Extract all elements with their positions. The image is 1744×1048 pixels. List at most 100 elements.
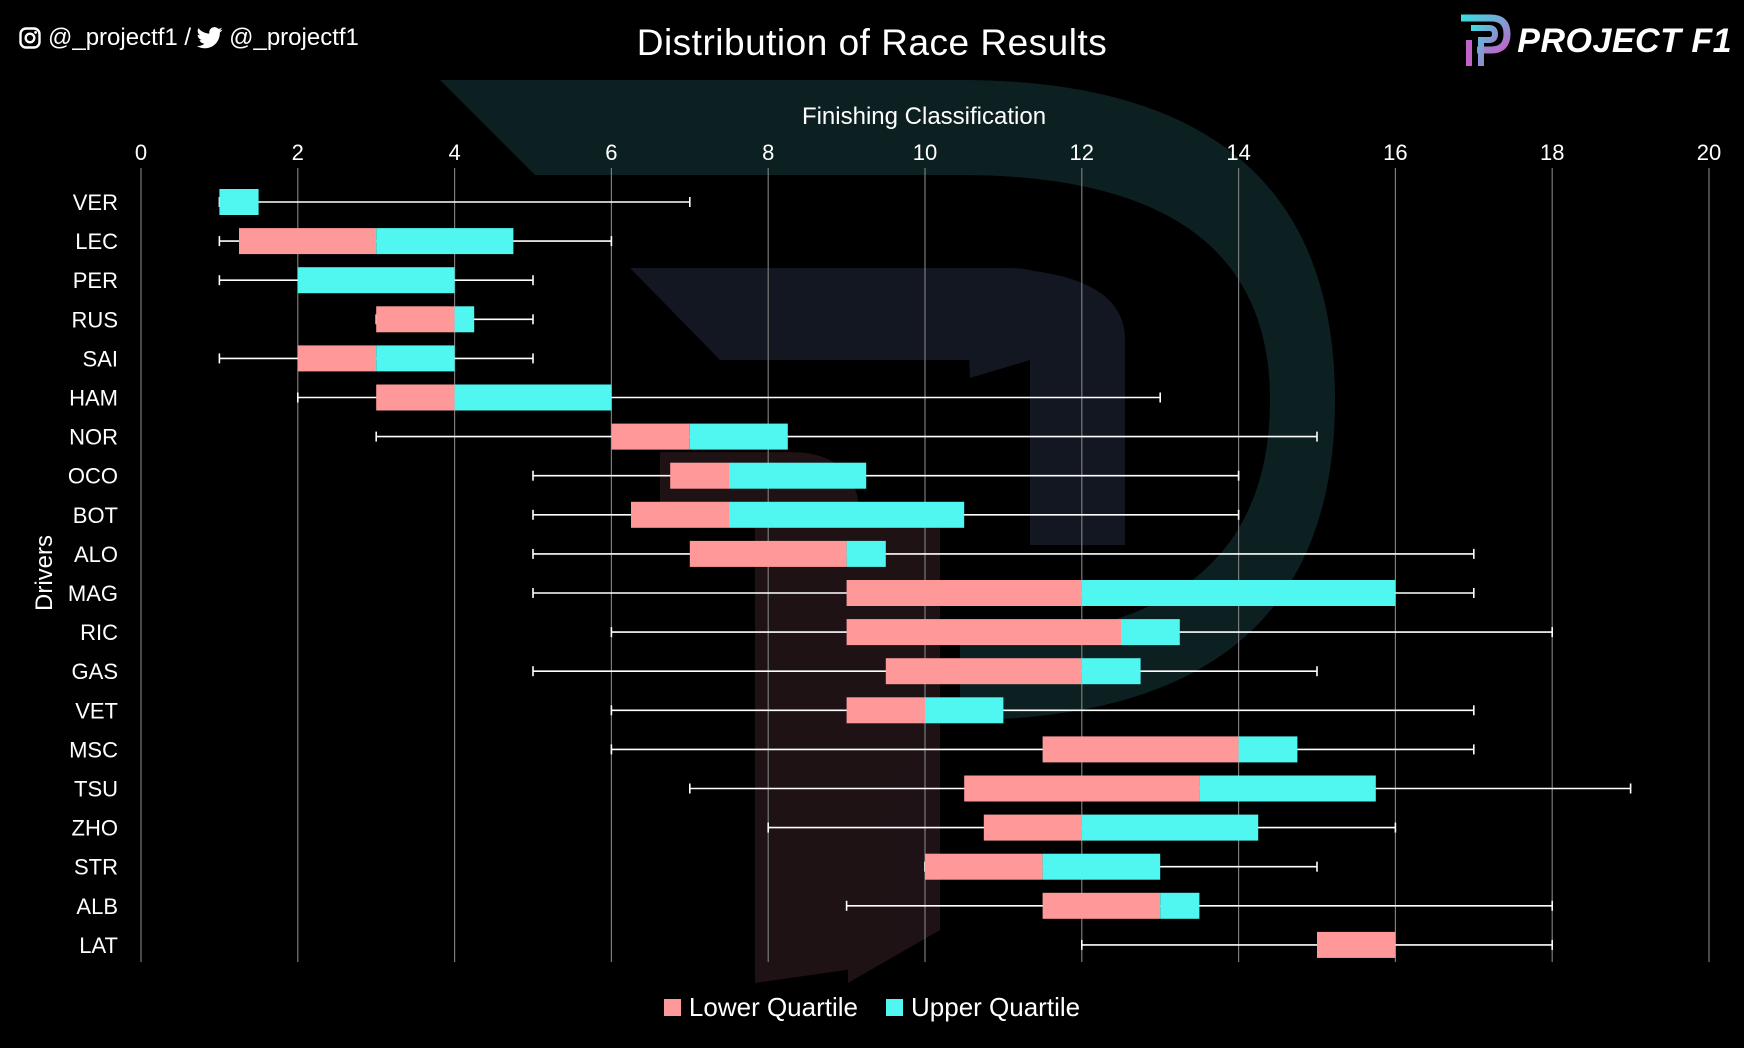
box-ver: [218, 189, 691, 215]
lower-quartile-box: [925, 853, 1043, 880]
legend-item-upper: Upper Quartile: [886, 992, 1080, 1023]
upper-quartile-box: [1081, 580, 1396, 606]
box-zho: [767, 814, 1397, 841]
driver-label: MSC: [69, 737, 118, 762]
lower-quartile-box: [1042, 736, 1239, 763]
upper-quartile-box: [1199, 775, 1376, 802]
box-alb: [845, 892, 1553, 919]
driver-label: NOR: [69, 425, 118, 450]
upper-quartile-box: [1238, 736, 1298, 763]
box-mag: [532, 580, 1475, 606]
box-nor: [375, 423, 1318, 450]
x-tick-label: 0: [135, 140, 147, 165]
box-ric: [610, 619, 1553, 646]
legend-item-lower: Lower Quartile: [663, 992, 858, 1023]
box-lec: [218, 228, 613, 255]
instagram-icon: [19, 27, 41, 49]
box-per: [218, 267, 534, 294]
x-tick-label: 16: [1383, 140, 1407, 165]
x-tick-label: 18: [1540, 140, 1564, 165]
brand-name: PROJECT F1: [1517, 21, 1732, 60]
box-oco: [532, 462, 1240, 489]
lower-quartile-box: [239, 228, 377, 255]
boxplot-series: [218, 189, 1632, 958]
x-tick-label: 4: [448, 140, 460, 165]
x-tick-label: 6: [605, 140, 617, 165]
driver-label: MAG: [68, 581, 118, 606]
driver-label: BOT: [73, 503, 118, 528]
y-axis-label: Drivers: [31, 535, 58, 611]
x-axis-label: Finishing Classification: [802, 103, 1046, 130]
legend: Lower Quartile Upper Quartile: [0, 992, 1744, 1023]
box-msc: [610, 736, 1475, 763]
driver-labels: VER LEC PER RUS SAI HAM NOR OCO BOT ALO MAG RIC GAS V…: [68, 190, 118, 958]
legend-label-upper: Upper Quartile: [911, 992, 1081, 1022]
lower-quartile-box: [1317, 931, 1396, 958]
driver-label: ALB: [76, 894, 118, 919]
upper-quartile-box: [1160, 892, 1200, 919]
box-str: [924, 853, 1318, 880]
lower-quartile-box: [964, 775, 1200, 802]
twitter-icon: [197, 27, 223, 49]
upper-quartile-box: [1081, 814, 1259, 841]
box-ham: [296, 384, 1161, 411]
x-tick-label: 20: [1697, 140, 1721, 165]
x-tick-label: 8: [762, 140, 774, 165]
driver-label: LAT: [79, 933, 118, 958]
driver-label: LEC: [75, 229, 118, 254]
twitter-handle: @_projectf1: [229, 24, 359, 51]
lower-quartile-box: [846, 697, 925, 724]
driver-label: OCO: [68, 464, 118, 489]
lower-quartile-box: [983, 814, 1082, 841]
chart-title: Distribution of Race Results: [636, 22, 1108, 63]
upper-quartile-box: [1121, 619, 1180, 646]
lower-quartile-box: [885, 658, 1082, 685]
driver-label: TSU: [74, 777, 118, 802]
box-lat: [1081, 931, 1553, 958]
box-sai: [218, 345, 534, 372]
lower-quartile-box: [611, 423, 690, 450]
upper-quartile-box: [376, 228, 514, 255]
x-tick-labels: 0 2 4 6 8 10 12 14 16 18 20: [135, 140, 1721, 165]
upper-quartile-box: [846, 540, 886, 567]
x-tick-label: 12: [1070, 140, 1094, 165]
lower-quartile-box: [297, 345, 377, 372]
x-tick-label: 2: [292, 140, 304, 165]
upper-quartile-box: [219, 189, 259, 215]
driver-label: RUS: [72, 307, 118, 332]
box-alo: [532, 540, 1475, 567]
lower-quartile-box: [670, 462, 729, 489]
social-handles: @_projectf1 / @_projectf1: [18, 24, 359, 52]
driver-label: ALO: [74, 542, 118, 567]
x-tick-label: 10: [913, 140, 937, 165]
header: @_projectf1 / @_projectf1 Distribution o…: [0, 0, 1744, 90]
legend-label-lower: Lower Quartile: [688, 992, 858, 1022]
upper-quartile-swatch: [886, 999, 903, 1016]
driver-label: GAS: [72, 659, 118, 684]
x-tick-label: 14: [1226, 140, 1250, 165]
upper-quartile-box: [454, 384, 612, 411]
driver-label: VER: [73, 190, 118, 215]
lower-quartile-box: [631, 501, 729, 528]
driver-label: VET: [75, 698, 118, 723]
brand-logo: PROJECT F1: [1457, 12, 1732, 70]
upper-quartile-box: [454, 306, 475, 333]
project-f1-logo-icon: [1461, 14, 1511, 66]
driver-label: ZHO: [72, 816, 118, 841]
box-tsu: [688, 775, 1632, 802]
lower-quartile-box: [376, 384, 455, 411]
driver-label: RIC: [80, 620, 118, 645]
driver-label: SAI: [83, 346, 118, 371]
lower-quartile-box: [376, 306, 455, 333]
upper-quartile-box: [689, 423, 788, 450]
upper-quartile-box: [1081, 658, 1141, 685]
upper-quartile-box: [376, 345, 455, 372]
upper-quartile-box: [1042, 853, 1161, 880]
box-bot: [532, 501, 1240, 528]
upper-quartile-box: [297, 267, 455, 294]
box-rus: [375, 306, 534, 333]
upper-quartile-box: [729, 462, 867, 489]
lower-quartile-box: [846, 580, 1082, 606]
driver-label: STR: [74, 855, 118, 880]
